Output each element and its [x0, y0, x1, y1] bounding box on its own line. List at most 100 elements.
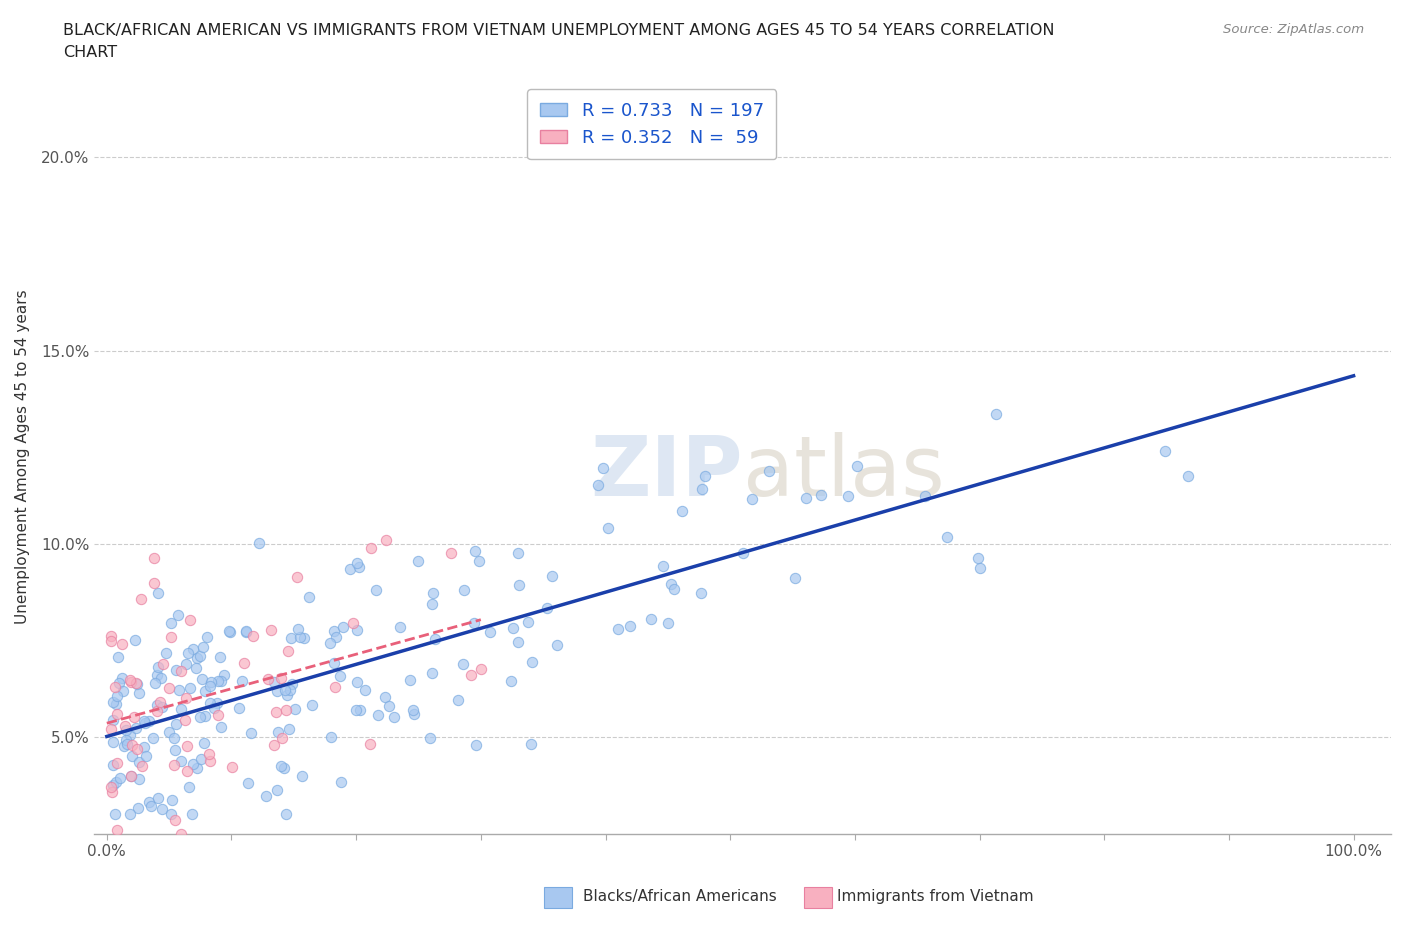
Point [810, 487, 832, 502]
Point [160, 807, 183, 822]
Point [103, 712, 125, 727]
Point [936, 530, 959, 545]
Point [242, 629, 264, 644]
Point [592, 460, 614, 475]
Point [986, 406, 1008, 421]
Point [969, 560, 991, 575]
Point [190, 752, 212, 767]
Point [422, 665, 444, 680]
Point [254, 789, 277, 804]
Point [419, 730, 441, 745]
Point [264, 704, 287, 719]
Point [186, 650, 208, 665]
Point [120, 807, 142, 822]
Point [536, 601, 558, 616]
Point [274, 807, 297, 822]
Point [506, 634, 529, 649]
Point [100, 633, 122, 648]
Point [402, 706, 425, 721]
Point [160, 792, 183, 807]
Point [347, 560, 370, 575]
Point [228, 700, 250, 715]
Point [134, 739, 156, 754]
Point [149, 695, 172, 710]
Point [499, 673, 522, 688]
Point [184, 660, 207, 675]
Point [104, 680, 127, 695]
Point [329, 669, 352, 684]
Point [354, 683, 377, 698]
Point [332, 619, 354, 634]
Point [278, 722, 301, 737]
Point [114, 719, 136, 734]
Point [120, 769, 142, 784]
Point [598, 521, 620, 536]
Point [318, 635, 340, 650]
Point [235, 623, 257, 638]
Point [607, 621, 630, 636]
Point [100, 722, 122, 737]
Point [468, 553, 491, 568]
Point [440, 546, 463, 561]
Point [160, 616, 183, 631]
Point [692, 482, 714, 497]
Point [197, 747, 219, 762]
Point [165, 742, 187, 757]
Point [100, 785, 122, 800]
Point [388, 619, 411, 634]
Point [181, 807, 204, 822]
Point [218, 625, 240, 640]
Point [378, 698, 401, 713]
Point [657, 616, 679, 631]
Point [104, 807, 127, 822]
Point [470, 661, 492, 676]
Point [330, 775, 353, 790]
Point [146, 660, 169, 675]
Point [146, 668, 169, 683]
Point [118, 728, 141, 743]
Point [129, 591, 152, 606]
Point [193, 640, 215, 655]
Point [520, 654, 543, 669]
Point [181, 642, 204, 657]
Point [508, 546, 530, 561]
Point [273, 761, 295, 776]
Point [541, 568, 564, 583]
Point [285, 569, 308, 584]
Point [508, 578, 530, 592]
Point [138, 794, 160, 809]
Point [420, 597, 443, 612]
Point [112, 684, 135, 698]
Point [155, 646, 177, 661]
Point [100, 629, 122, 644]
Point [188, 710, 211, 724]
Point [218, 623, 240, 638]
Point [323, 624, 346, 639]
Point [167, 682, 190, 697]
Point [662, 582, 685, 597]
Point [115, 737, 138, 751]
Point [165, 717, 187, 732]
Point [346, 556, 368, 571]
Point [124, 632, 146, 647]
Point [143, 551, 166, 565]
Point [122, 710, 145, 724]
Point [101, 694, 124, 709]
Point [837, 488, 859, 503]
Point [212, 668, 235, 683]
Point [291, 769, 314, 784]
Point [205, 695, 228, 710]
Point [139, 799, 162, 814]
Point [319, 730, 342, 745]
Point [105, 823, 128, 838]
Point [263, 674, 285, 689]
Point [101, 735, 124, 750]
Point [298, 590, 321, 604]
Point [619, 619, 641, 634]
Text: Blacks/African Americans: Blacks/African Americans [583, 889, 778, 904]
Point [170, 827, 193, 842]
Point [105, 707, 128, 722]
Point [464, 737, 486, 752]
Point [177, 646, 200, 661]
Point [176, 739, 198, 754]
